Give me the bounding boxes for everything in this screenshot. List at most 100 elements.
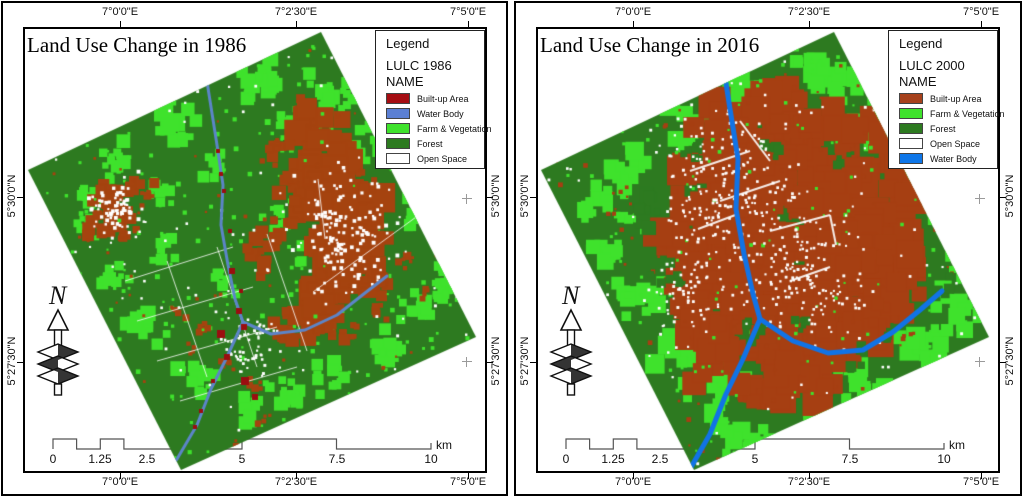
- legend-layer-name: LULC 2000: [899, 58, 965, 73]
- lat-label-left: 5°27'30"N: [6, 336, 18, 386]
- north-label: N: [561, 282, 581, 310]
- legend-item: Water Body: [899, 151, 997, 166]
- tick: [809, 473, 810, 479]
- legend-item-label: Open Space: [930, 138, 981, 149]
- legend-item: Open Space: [386, 151, 484, 166]
- map-neatline: [23, 27, 487, 473]
- north-arrow-icon: N: [36, 281, 80, 396]
- legend-item: Open Space: [899, 136, 997, 151]
- scale-bar-label: 5: [751, 452, 759, 466]
- lat-label-left: 5°30'0"N: [6, 174, 18, 218]
- tick: [120, 473, 121, 479]
- tick: [981, 473, 982, 479]
- legend-box: Legend LULC 2000 NAME Built-up Area Farm…: [888, 30, 1005, 169]
- north-arrow-icon: N: [549, 281, 593, 396]
- legend-item: Built-up Area: [899, 91, 997, 106]
- legend-swatch: [386, 138, 410, 149]
- lat-label-right: 5°27'30"N: [1004, 336, 1016, 386]
- tick: [296, 473, 297, 479]
- tick: [487, 197, 493, 198]
- legend-field-name: NAME: [899, 74, 937, 89]
- legend-item: Forest: [386, 136, 484, 151]
- legend-item-label: Water Body: [417, 108, 464, 119]
- legend-item-label: Built-up Area: [417, 93, 469, 104]
- graticule-cross: [462, 357, 472, 367]
- scale-bar-label: 7.5: [328, 452, 346, 466]
- north-arrow: N: [34, 281, 82, 396]
- tick: [17, 197, 23, 198]
- north-arrow: N: [547, 281, 595, 396]
- tick: [120, 21, 121, 27]
- legend-item-label: Farm & Vegetation: [930, 108, 1005, 119]
- scale-bar-label: 5: [238, 452, 246, 466]
- north-label: N: [48, 282, 68, 310]
- tick: [1000, 362, 1006, 363]
- scale-bar-label: 2.5: [138, 452, 156, 466]
- legend-item: Forest: [899, 121, 997, 136]
- legend-item: Farm & Vegetation: [386, 121, 492, 136]
- legend-swatch: [386, 123, 410, 134]
- lat-label-right: 5°30'0"N: [1004, 174, 1016, 218]
- lon-label-bottom: 7°5'0"E: [962, 476, 1000, 488]
- scale-bar-unit: km: [436, 438, 452, 452]
- tick: [633, 21, 634, 27]
- map-neatline: [536, 27, 1000, 473]
- tick: [17, 362, 23, 363]
- tick: [633, 473, 634, 479]
- lat-label-right: 5°27'30"N: [490, 336, 502, 386]
- legend-item-label: Built-up Area: [930, 93, 982, 104]
- map-title: Land Use Change in 1986: [27, 33, 247, 57]
- tick: [981, 21, 982, 27]
- lon-label-top: 7°0'0"E: [101, 6, 139, 18]
- graticule-cross: [975, 357, 985, 367]
- lat-label-right: 5°30'0"N: [490, 174, 502, 218]
- tick: [296, 21, 297, 27]
- tick: [530, 197, 536, 198]
- lon-label-bottom: 7°2'30"E: [787, 476, 831, 488]
- map-title: Land Use Change in 2016: [540, 33, 760, 57]
- legend-item-label: Forest: [417, 138, 443, 149]
- scale-bar-label: 10: [424, 452, 438, 466]
- graticule-cross: [975, 194, 985, 204]
- legend-swatch: [899, 108, 923, 119]
- lon-label-bottom: 7°2'30"E: [274, 476, 318, 488]
- legend-item: Built-up Area: [386, 91, 484, 106]
- tick: [468, 473, 469, 479]
- lon-label-top: 7°0'0"E: [614, 6, 652, 18]
- legend-item: Water Body: [386, 106, 484, 121]
- scale-bar-label: 1.25: [88, 452, 112, 466]
- legend-swatch: [386, 153, 410, 164]
- legend-field-name: NAME: [386, 74, 424, 89]
- legend-item-label: Forest: [930, 123, 956, 134]
- scale-bar-label: 2.5: [651, 452, 669, 466]
- legend-item: Farm & Vegetation: [899, 106, 1005, 121]
- lon-label-bottom: 7°0'0"E: [614, 476, 652, 488]
- scale-bar-label: 10: [937, 452, 951, 466]
- legend-title: Legend: [899, 36, 943, 51]
- legend-title: Legend: [386, 36, 430, 51]
- graticule-cross: [462, 194, 472, 204]
- legend-item-label: Farm & Vegetation: [417, 123, 492, 134]
- tick: [809, 21, 810, 27]
- tick: [530, 362, 536, 363]
- lat-label-left: 5°30'0"N: [519, 174, 531, 218]
- legend-item-label: Open Space: [417, 153, 468, 164]
- legend-swatch: [386, 93, 410, 104]
- legend-swatch: [899, 153, 923, 164]
- scale-bar-label: 0: [562, 452, 570, 466]
- map-panel-2016: 7°0'0"E 7°2'30"E 7°5'0"E 7°0'0"E 7°2'30"…: [514, 1, 1022, 496]
- lon-label-top: 7°5'0"E: [449, 6, 487, 18]
- map-panel-1986: 7°0'0"E 7°2'30"E 7°5'0"E 7°0'0"E 7°2'30"…: [1, 1, 508, 496]
- scale-bar-label: 7.5: [841, 452, 859, 466]
- legend-swatch: [899, 138, 923, 149]
- lon-label-bottom: 7°5'0"E: [449, 476, 487, 488]
- tick: [487, 362, 493, 363]
- legend-swatch: [386, 108, 410, 119]
- lon-label-top: 7°5'0"E: [962, 6, 1000, 18]
- lat-label-left: 5°27'30"N: [519, 336, 531, 386]
- lon-label-bottom: 7°0'0"E: [101, 476, 139, 488]
- legend-box: Legend LULC 1986 NAME Built-up Area Wate…: [375, 30, 492, 169]
- legend-item-label: Water Body: [930, 153, 977, 164]
- scale-bar-label: 0: [49, 452, 57, 466]
- lon-label-top: 7°2'30"E: [787, 6, 831, 18]
